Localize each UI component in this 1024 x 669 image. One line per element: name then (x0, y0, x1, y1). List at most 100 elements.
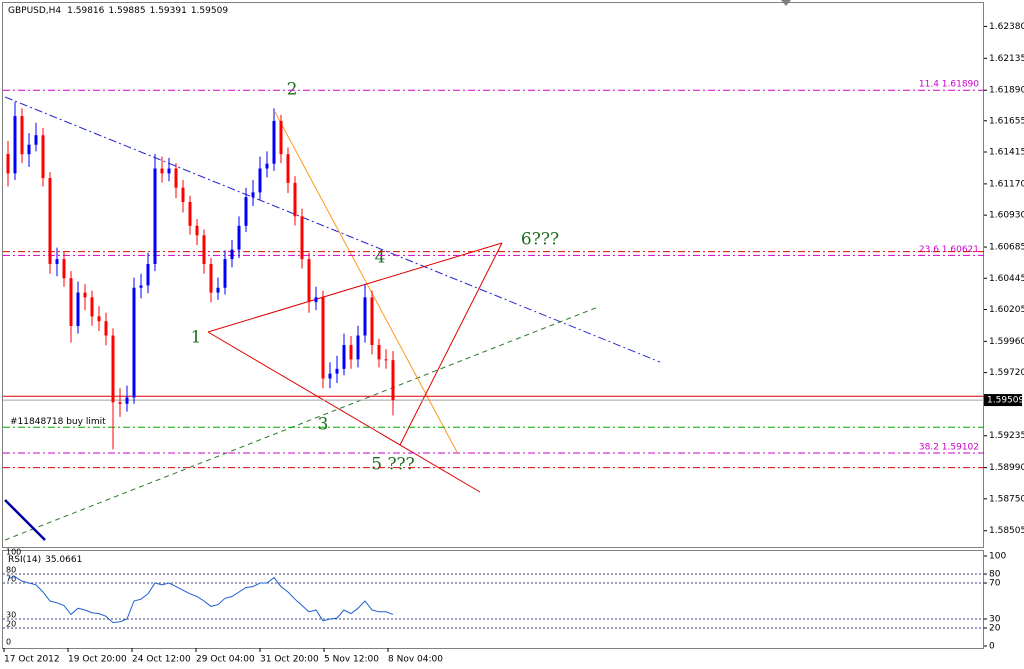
candle-body (48, 178, 52, 264)
rsi-tick-label: 100 (989, 552, 1006, 562)
candle-body (216, 287, 220, 293)
x-tick-label: 31 Oct 20:00 (260, 655, 319, 665)
header-low: 1.59391 (150, 6, 187, 16)
candle-body (300, 216, 304, 260)
candle-body (125, 397, 129, 404)
x-tick-label: 17 Oct 2012 (4, 655, 60, 665)
rsi-tick-label: 70 (989, 579, 1001, 589)
x-tick-label: 8 Nov 04:00 (388, 655, 443, 665)
rsi-inner-label: 70 (6, 575, 16, 584)
wave-label: 1 (191, 328, 202, 348)
candle-body (237, 225, 241, 250)
y-tick-label: 1.58750 (989, 494, 1024, 504)
wave-label: 3 (318, 415, 329, 435)
rsi-tick-label: 30 (989, 615, 1001, 625)
chart-header: GBPUSD,H4 1.59816 1.59885 1.59391 1.59509 (8, 6, 228, 16)
rsi-last: 35.0661 (45, 555, 82, 565)
candle-body (90, 297, 94, 317)
rsi-tick-label: 80 (989, 570, 1001, 580)
rsi-name: RSI(14) (8, 555, 41, 565)
candle-body (132, 287, 136, 398)
candle-body (384, 359, 388, 361)
candle-body (55, 259, 59, 264)
x-tick-label: 29 Oct 04:00 (196, 655, 255, 665)
candle-body (349, 345, 353, 360)
candle-body (160, 168, 164, 174)
candle-body (83, 292, 87, 298)
rsi-panel (2, 550, 984, 649)
y-tick-label: 1.58505 (989, 526, 1024, 536)
rsi-inner-label: 80 (6, 566, 16, 575)
candle-body (244, 197, 248, 226)
candle-body (34, 135, 38, 145)
candle-body (377, 345, 381, 360)
shift-marker (781, 0, 791, 6)
candle-body (174, 168, 178, 188)
y-tick-label: 1.61655 (989, 116, 1024, 126)
candle-body (188, 201, 192, 226)
y-tick-label: 1.62380 (989, 22, 1024, 32)
rsi-tick-label: 20 (989, 624, 1001, 634)
candle-body (20, 116, 24, 155)
candle-body (321, 297, 325, 379)
candle-body (363, 297, 367, 336)
candle-body (342, 345, 346, 369)
candle-body (69, 278, 73, 327)
wave-label: 4 (375, 248, 386, 268)
rsi-line (7, 576, 394, 624)
y-tick-label: 1.60930 (989, 211, 1024, 221)
candle-body (272, 120, 276, 164)
header-open: 1.59816 (67, 6, 104, 16)
y-tick-label: 1.58990 (989, 463, 1024, 473)
drawings (4, 96, 661, 541)
y-tick-label: 1.59235 (989, 431, 1024, 441)
candle-body (230, 249, 234, 260)
y-tick-label: 1.61890 (989, 86, 1024, 96)
candle-body (167, 168, 171, 174)
header-close: 1.59509 (191, 6, 228, 16)
candle-body (209, 263, 213, 293)
trendline (4, 499, 46, 541)
rsi-inner-label: 100 (6, 548, 21, 557)
rsi-inner-label: 30 (6, 611, 16, 620)
header-high: 1.59885 (108, 6, 145, 16)
candle-body (195, 225, 199, 236)
x-tick-label: 24 Oct 12:00 (132, 655, 191, 665)
candle-body (76, 292, 80, 327)
candle-body (265, 163, 269, 169)
level-label: #11848718 buy limit (10, 417, 106, 427)
trendline (4, 96, 661, 363)
y-tick-label: 1.60445 (989, 274, 1024, 284)
candle-body (258, 168, 262, 193)
candle-body (223, 259, 227, 288)
y-tick-label: 1.60205 (989, 305, 1024, 315)
price-panel (2, 2, 984, 548)
current-price-box (984, 394, 1022, 407)
candle-body (202, 235, 206, 264)
trendline (4, 306, 599, 541)
symbol: GBPUSD,H4 (8, 6, 61, 16)
x-tick-label: 19 Oct 20:00 (68, 655, 127, 665)
y-tick-label: 1.61170 (989, 179, 1024, 189)
trendline (399, 242, 503, 446)
wave-label: 5 ??? (371, 455, 415, 475)
candle-body (146, 263, 150, 286)
candle-body (335, 368, 339, 374)
candle-body (356, 335, 360, 360)
x-tick-label: 5 Nov 12:00 (324, 655, 379, 665)
candle-body (153, 168, 157, 264)
candle-body (391, 360, 395, 401)
trendline (274, 111, 458, 453)
candle-body (41, 135, 45, 179)
rsi-inner-label: 20 (6, 620, 16, 629)
y-tick-label: 1.60685 (989, 243, 1024, 253)
candle-body (314, 297, 318, 303)
y-tick-label: 1.59720 (989, 368, 1024, 378)
candle-body (104, 321, 108, 336)
candle-body (139, 285, 143, 288)
rsi-header: RSI(14) 35.0661 (8, 555, 82, 565)
trendline (207, 242, 503, 333)
candle-body (370, 297, 374, 346)
level-label: 23.6 1.60621 (919, 245, 979, 255)
